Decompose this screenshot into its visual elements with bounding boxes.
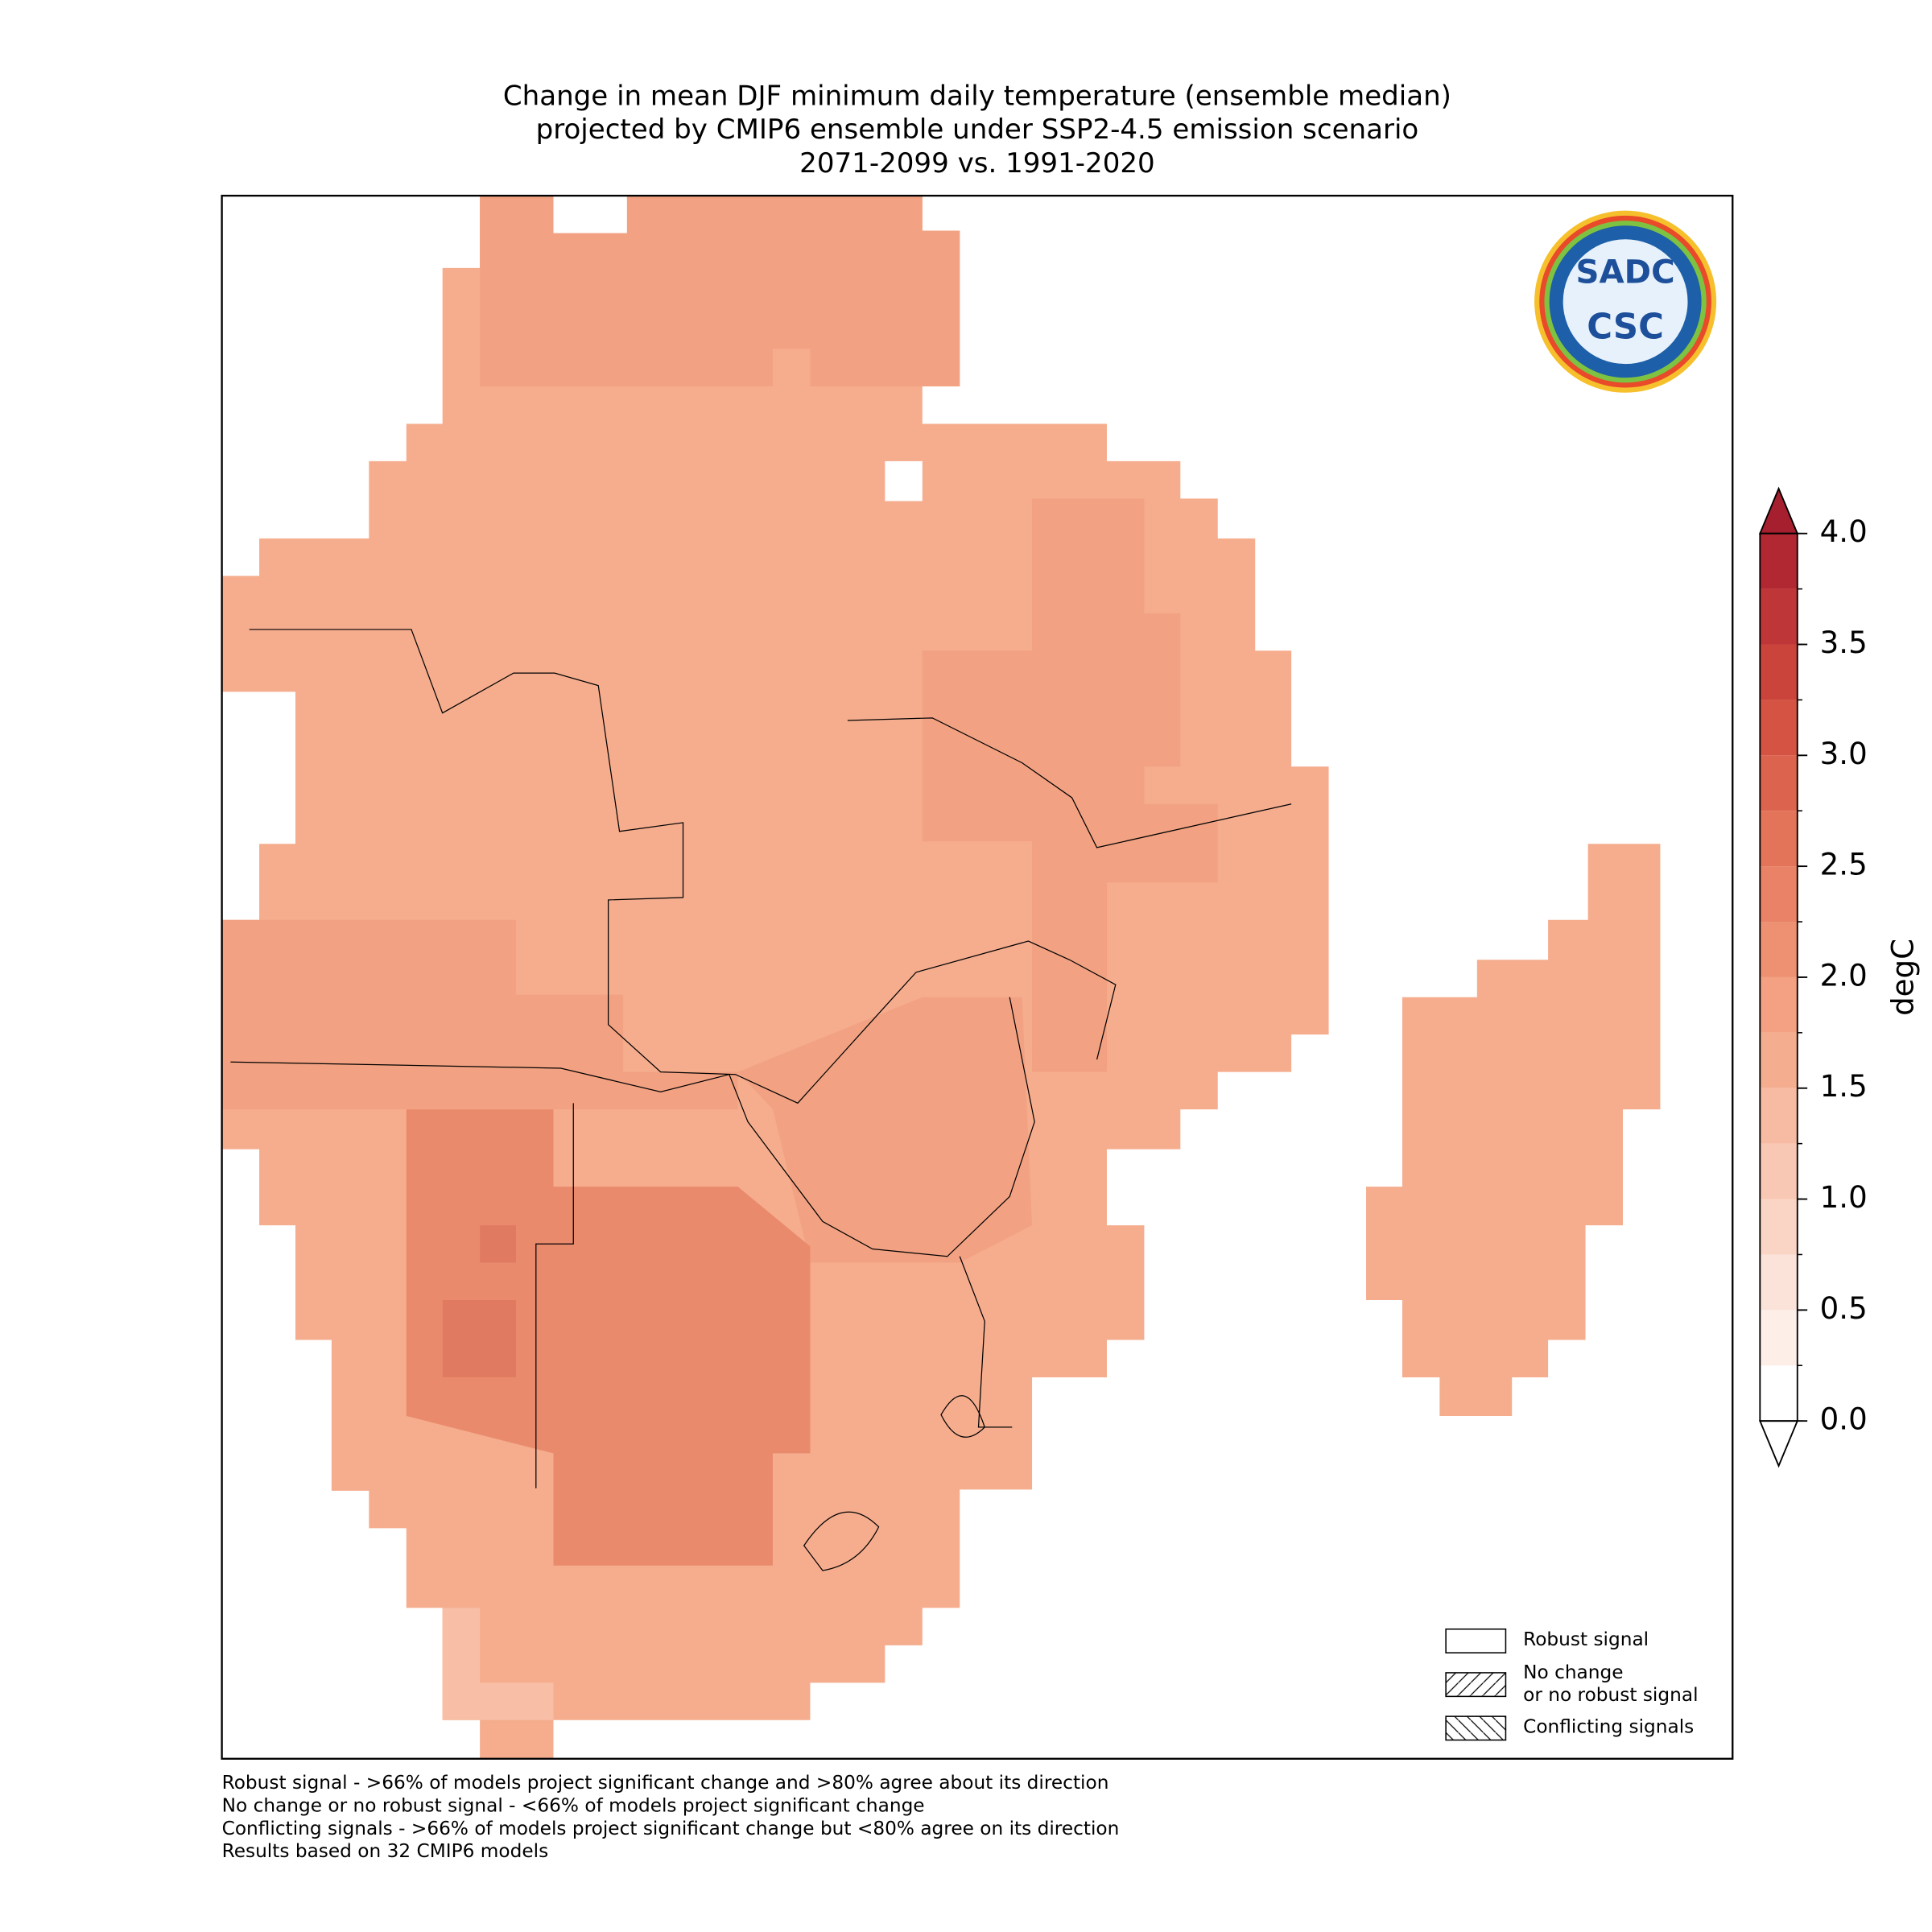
title-line: projected by CMIP6 ensemble under SSP2-4… — [536, 114, 1419, 146]
footnote: Conflicting signals - >66% of models pro… — [222, 1818, 1120, 1839]
borders — [230, 629, 1292, 1571]
colorbar-tick-label: 3.0 — [1820, 737, 1868, 771]
region-peak — [480, 1225, 517, 1263]
colorbar-segment — [1760, 755, 1798, 811]
legend-swatch — [1445, 1672, 1507, 1698]
footnote: Robust signal - >66% of models project s… — [222, 1772, 1109, 1794]
colorbar-tick-label: 1.0 — [1820, 1180, 1868, 1215]
legend-swatch — [1445, 1715, 1507, 1741]
colorbar-segment — [1760, 1365, 1798, 1422]
footnotes: Robust signal - >66% of models project s… — [222, 1772, 1120, 1862]
colorbar-extend-under — [1758, 1420, 1799, 1468]
colorbar-segment — [1760, 644, 1798, 700]
region-cape — [442, 1608, 554, 1720]
title: Change in mean DJF minimum daily tempera… — [503, 80, 1451, 180]
colorbar-tick-label: 0.0 — [1820, 1402, 1868, 1437]
map — [221, 196, 1661, 1759]
legend-swatch — [1445, 1628, 1507, 1653]
colorbar-tick-label: 3.5 — [1820, 625, 1868, 660]
region-west — [221, 919, 738, 1110]
region-east — [922, 498, 1218, 1072]
colorbar-segment — [1760, 1143, 1798, 1199]
colorbar-segment — [1760, 588, 1798, 645]
region-north — [480, 196, 960, 386]
colorbar-tick-label: 1.5 — [1820, 1069, 1868, 1104]
colorbar-segment — [1760, 533, 1798, 589]
title-line: 2071-2099 vs. 1991-2020 — [799, 147, 1155, 180]
colorbar-segment — [1760, 1254, 1798, 1311]
colorbar-segment — [1760, 700, 1798, 756]
region-south — [406, 1109, 811, 1566]
colorbar: 0.0 0.5 1.0 1.5 2.0 2.5 3.0 3.5 4.0 degC — [1758, 486, 1920, 1468]
colorbar-segment — [1760, 1199, 1798, 1255]
logo-top: SADC — [1576, 254, 1675, 291]
colorbar-segment — [1760, 922, 1798, 977]
colorbar-segment — [1760, 811, 1798, 867]
map-gap — [553, 196, 627, 233]
footnote: No change or no robust signal - <66% of … — [222, 1795, 925, 1817]
colorbar-tick-label: 0.5 — [1820, 1291, 1868, 1326]
colorbar-tick-label: 2.0 — [1820, 958, 1868, 993]
colorbar-label: degC — [1885, 939, 1920, 1016]
colorbar-tick-label: 2.5 — [1820, 848, 1868, 882]
legend: Robust signal No change or no robust signa… — [1445, 1628, 1699, 1741]
region-center — [737, 997, 1033, 1263]
map-gap — [885, 460, 923, 502]
colorbar-segment — [1760, 1032, 1798, 1088]
logo: SADC CSC — [1534, 210, 1717, 393]
colorbar-tick-label: 4.0 — [1820, 514, 1868, 549]
region-peak — [442, 1299, 517, 1377]
madagascar — [1366, 844, 1661, 1416]
colorbar-segment — [1760, 1310, 1798, 1366]
legend-label: Robust signal — [1523, 1629, 1649, 1650]
colorbar-segment — [1760, 1088, 1798, 1144]
colorbar-segment — [1760, 866, 1798, 923]
title-line: Change in mean DJF minimum daily tempera… — [503, 80, 1451, 112]
legend-label: No change or no robust signal — [1523, 1661, 1698, 1705]
logo-bottom: CSC — [1587, 307, 1664, 347]
footnote: Results based on 32 CMIP6 models — [222, 1840, 549, 1862]
map-frame — [221, 194, 1734, 1760]
colorbar-segment — [1760, 976, 1798, 1033]
colorbar-extend-over — [1758, 486, 1799, 535]
legend-label: Conflicting signals — [1523, 1716, 1694, 1738]
